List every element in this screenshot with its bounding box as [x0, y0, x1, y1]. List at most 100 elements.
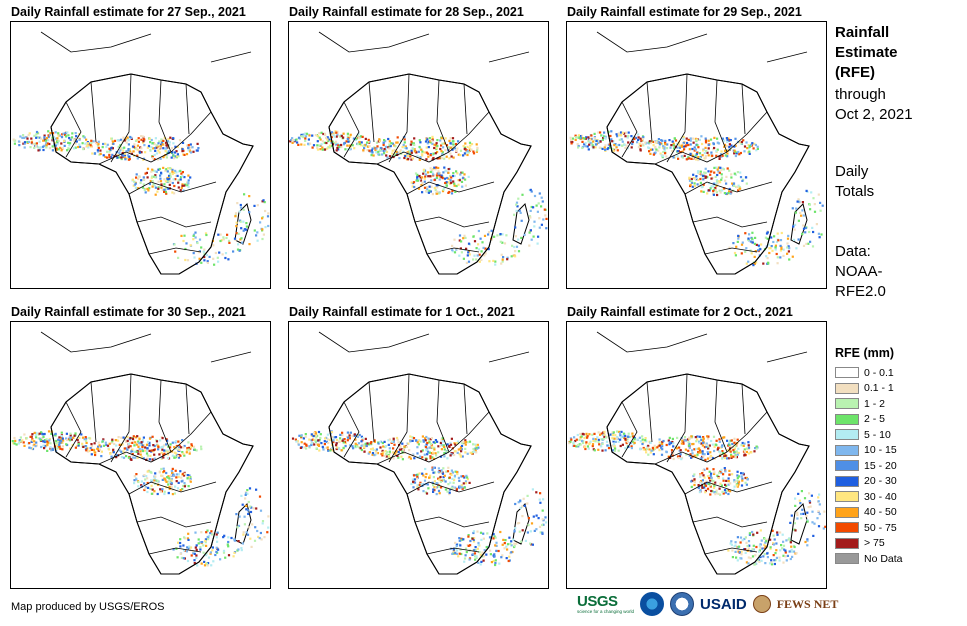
rainfall-speckle	[249, 537, 252, 540]
rainfall-speckle	[310, 443, 313, 447]
rainfall-speckle	[734, 480, 737, 483]
legend-item: 20 - 30	[835, 474, 903, 490]
rainfall-speckle	[732, 488, 735, 491]
rainfall-speckle	[713, 449, 716, 453]
rainfall-speckle	[766, 237, 769, 240]
coastline	[328, 373, 532, 575]
country-border	[98, 151, 172, 165]
rainfall-speckle	[788, 550, 791, 553]
rainfall-speckle	[477, 248, 481, 251]
rainfall-speckle	[198, 257, 201, 260]
rainfall-speckle	[171, 181, 174, 185]
rainfall-speckle	[335, 149, 338, 152]
rainfall-speckle	[499, 233, 502, 236]
usgs-logo-text: USGS	[577, 593, 618, 610]
rainfall-speckle	[751, 231, 754, 234]
rainfall-speckle	[425, 435, 428, 439]
country-border	[726, 111, 768, 153]
rainfall-speckle	[696, 151, 699, 154]
rainfall-speckle	[823, 510, 826, 513]
rainfall-speckle	[267, 526, 270, 529]
rainfall-speckle	[515, 209, 518, 212]
rainfall-speckle	[410, 149, 413, 152]
rainfall-speckle	[177, 475, 180, 479]
rainfall-speckle	[439, 475, 442, 479]
rainfall-speckle	[704, 491, 707, 494]
rainfall-speckle	[743, 450, 746, 453]
rainfall-speckle	[464, 178, 467, 181]
rainfall-speckle	[455, 552, 458, 555]
rainfall-speckle	[712, 468, 715, 471]
rainfall-speckle	[719, 453, 722, 456]
rainfall-speckle	[126, 448, 129, 451]
rainfall-speckle	[12, 138, 15, 141]
rainfall-speckle	[227, 536, 230, 539]
rainfall-speckle	[627, 435, 630, 438]
rainfall-speckle	[401, 448, 404, 451]
legend-label: 15 - 20	[864, 459, 897, 472]
rainfall-speckle	[770, 563, 774, 566]
rainfall-speckle	[132, 456, 135, 459]
rainfall-speckle	[51, 136, 54, 140]
rainfall-speckle	[464, 447, 467, 450]
rainfall-speckle	[731, 549, 734, 552]
rainfall-speckle	[149, 149, 152, 152]
rainfall-speckle	[725, 479, 728, 482]
rainfall-speckle	[444, 169, 447, 172]
country-border	[436, 379, 450, 453]
rainfall-speckle	[538, 192, 541, 195]
legend-swatch	[835, 444, 859, 456]
rainfall-speckle	[35, 444, 38, 447]
rainfall-speckle	[709, 484, 712, 487]
rainfall-speckle	[703, 446, 706, 449]
rainfall-speckle	[65, 432, 68, 435]
rainfall-speckle	[700, 190, 703, 193]
rainfall-speckle	[385, 445, 388, 448]
rainfall-speckle	[665, 155, 668, 158]
rainfall-speckle	[656, 446, 659, 449]
rainfall-speckle	[120, 436, 123, 439]
rainfall-speckle	[717, 450, 721, 453]
rainfall-speckle	[680, 458, 683, 461]
rainfall-speckle	[652, 144, 655, 147]
rainfall-speckle	[344, 148, 347, 151]
country-border	[414, 216, 490, 228]
rainfall-speckle	[677, 150, 680, 153]
rainfall-speckle	[447, 177, 450, 180]
rainfall-speckle	[409, 435, 412, 438]
rainfall-speckle	[473, 254, 476, 257]
rainfall-speckle	[649, 152, 652, 155]
rainfall-speckle	[477, 446, 480, 449]
rainfall-speckle	[416, 486, 419, 489]
rainfall-speckle	[703, 171, 706, 174]
rainfall-speckle	[743, 448, 746, 451]
rfe-title-line: (RFE)	[835, 64, 875, 81]
rainfall-speckle	[416, 441, 419, 444]
rainfall-speckle	[440, 486, 443, 489]
rainfall-speckle	[169, 175, 172, 178]
rainfall-speckle	[449, 142, 452, 145]
country-border	[463, 83, 468, 135]
rainfall-speckle	[422, 474, 425, 477]
rainfall-speckle	[181, 451, 184, 454]
rainfall-speckle	[40, 431, 43, 434]
rainfall-speckle	[127, 139, 130, 142]
rainfall-speckle	[224, 252, 228, 255]
rainfall-speckle	[130, 152, 133, 155]
rainfall-speckle	[462, 154, 465, 157]
rainfall-speckle	[194, 546, 197, 549]
rainfall-speckle	[472, 530, 476, 533]
rainfall-speckle	[569, 437, 572, 440]
rainfall-speckle	[795, 207, 798, 210]
rainfall-speckle	[441, 437, 444, 440]
rainfall-speckle	[514, 250, 517, 253]
rainfall-speckle	[48, 147, 51, 150]
rainfall-speckle	[579, 137, 582, 140]
rainfall-speckle	[436, 139, 439, 142]
rainfall-speckle	[778, 559, 781, 562]
rainfall-speckle	[203, 248, 206, 251]
rainfall-speckle	[455, 487, 458, 490]
rainfall-speckle	[503, 547, 506, 550]
rainfall-speckle	[131, 145, 135, 148]
rainfall-speckle	[721, 137, 724, 140]
